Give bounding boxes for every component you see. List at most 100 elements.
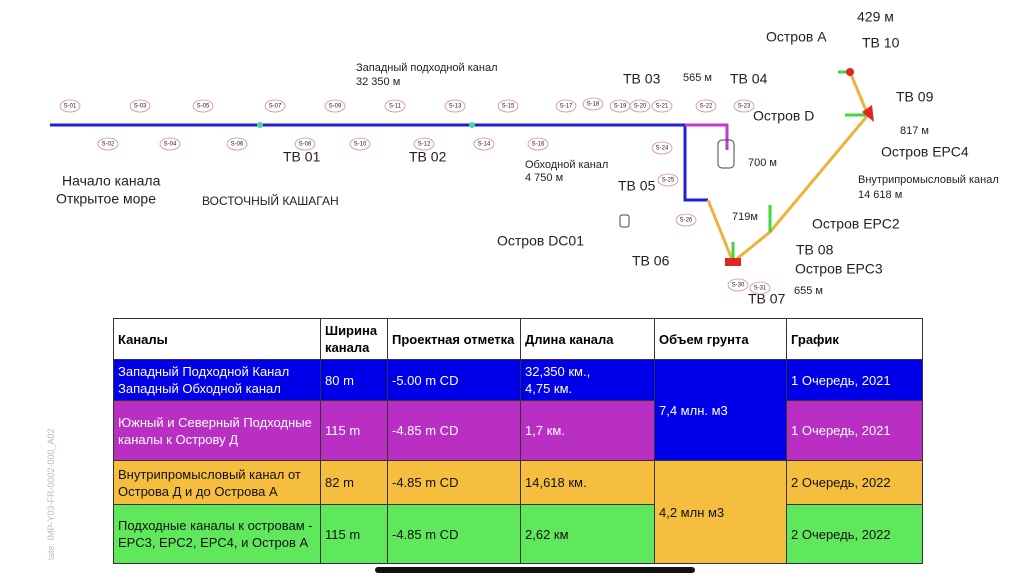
map-label: 4 750 м: [525, 172, 563, 184]
station-label: S-26: [680, 218, 693, 224]
table-cell: 32,350 км., 4,75 км.: [520, 359, 655, 401]
header-cell: Каналы: [113, 318, 321, 360]
map-label: Остров ЕРС2: [812, 216, 900, 232]
tb01-marker: [257, 122, 263, 128]
station-ring: [192, 99, 214, 113]
table-cell: 1 Очередь, 2021: [786, 400, 923, 461]
station-ring: [384, 99, 406, 113]
header-cell: График: [786, 318, 923, 360]
map-label: ТВ 06: [632, 253, 670, 269]
table-cell: 115 m: [320, 504, 388, 564]
table-cell: 14,618 км.: [520, 460, 655, 505]
table-row: Внутрипромысловый канал от Острова Д и д…: [113, 460, 923, 564]
table-cell: 2,62 км: [520, 504, 655, 564]
station-label: S-02: [102, 142, 115, 148]
station-ring: [413, 137, 435, 151]
table-cell: Южный и Северный Подходные каналы к Остр…: [113, 400, 321, 461]
table-row: Южный и Северный Подходные каналы к Остр…: [113, 400, 923, 461]
station-ring: [349, 137, 371, 151]
island-d: [717, 139, 735, 169]
table-cell: 2 Очередь, 2022: [786, 504, 923, 564]
map-label: 655 м: [794, 285, 823, 297]
header-cell: Объем грунта: [654, 318, 787, 360]
station-label: S-21: [656, 104, 669, 110]
station-ring: [695, 99, 717, 113]
map-label: Остров ЕРС4: [881, 144, 969, 160]
station-label: S-10: [354, 142, 367, 148]
island-d-channel: [685, 123, 729, 150]
map-label: 429 м: [857, 9, 894, 25]
map-label: ТВ 10: [862, 35, 900, 51]
header-cell: Длина канала: [520, 318, 655, 360]
station-label: S-25: [662, 178, 675, 184]
channels-table: Каналы Ширина канала Проектная отметка Длин…: [113, 318, 923, 564]
map-label: Обходной канал: [525, 159, 608, 171]
station-ring: [129, 99, 151, 113]
map-label: ТВ 05: [618, 178, 656, 194]
station-label: S-08: [299, 142, 312, 148]
station-ring: [444, 99, 466, 113]
map-label: ТВ 01: [283, 149, 321, 165]
station-ring: [324, 99, 346, 113]
station-label: S-14: [478, 142, 491, 148]
station-ring: [473, 137, 495, 151]
station-label: S-05: [197, 104, 210, 110]
map-label: ТВ 03: [623, 71, 661, 87]
station-ring: [159, 137, 181, 151]
home-indicator: [375, 567, 695, 573]
station-ring: [582, 97, 604, 111]
table-cell: -4.85 m CD: [387, 400, 521, 461]
table-cell: Подходные каналы к островам - ЕРС3, ЕРС2…: [113, 504, 321, 564]
map-label: Остров А: [766, 29, 827, 45]
station-ring: [629, 99, 651, 113]
volume-cell: 4,2 млн м3: [654, 460, 787, 564]
map-label: 565 м: [683, 72, 712, 84]
tb10-marker: [846, 68, 854, 76]
station-label: S-31: [754, 286, 767, 292]
map-label: Западный подходной канал: [356, 62, 498, 74]
dc01-island: [619, 214, 630, 228]
station-label: S-20: [634, 104, 647, 110]
map-label: 817 м: [900, 125, 929, 137]
map-label: ВОСТОЧНЫЙ КАШАГАН: [202, 193, 339, 208]
table-row: Западный Подходной Канал Западный Обходн…: [113, 359, 923, 461]
map-label: Открытое море: [56, 191, 156, 207]
map-label: Остров D: [753, 108, 814, 124]
station-ring: [97, 137, 119, 151]
station-label: S-19: [614, 104, 627, 110]
station-ring: [294, 137, 316, 151]
station-ring: [657, 173, 679, 187]
station-label: S-23: [738, 104, 751, 110]
header-cell: Проектная отметка: [387, 318, 521, 360]
station-ring: [749, 281, 771, 295]
station-ring: [264, 99, 286, 113]
map-label: 32 350 м: [356, 76, 400, 88]
canal-map: 429 м Остров А ТВ 10 Западный подходной кан…: [50, 9, 999, 307]
infield-channel: [706, 71, 870, 265]
station-label: S-11: [389, 104, 402, 110]
table-cell: 1,7 км.: [520, 400, 655, 461]
volume-cell: 7,4 млн. м3: [654, 359, 787, 461]
map-label: Начало канала: [62, 173, 161, 189]
map-label: ТВ 08: [796, 242, 834, 258]
station-label: S-07: [269, 104, 282, 110]
station-label: S-16: [532, 142, 545, 148]
map-label: 14 618 м: [858, 189, 902, 201]
station-label: S-01: [64, 104, 77, 110]
station-ring: [651, 99, 673, 113]
tb09-marker: [862, 105, 874, 122]
station-label: S-30: [732, 283, 745, 289]
side-note: late: IMP-Y03-FR-0002-000_A02: [46, 428, 56, 560]
station-ring: [497, 99, 519, 113]
map-label: ТВ 07: [748, 291, 786, 307]
station-ring: [675, 213, 697, 227]
tb07-marker: [725, 258, 741, 266]
station-label: S-06: [231, 142, 244, 148]
table-cell: -5.00 m CD: [387, 359, 521, 401]
map-label: ТВ 09: [896, 89, 934, 105]
map-label: 700 м: [748, 157, 777, 169]
header-cell: Ширина канала: [320, 318, 388, 360]
map-label: ТВ 02: [409, 149, 447, 165]
map-label: Внутрипромысловый канал: [858, 174, 999, 186]
